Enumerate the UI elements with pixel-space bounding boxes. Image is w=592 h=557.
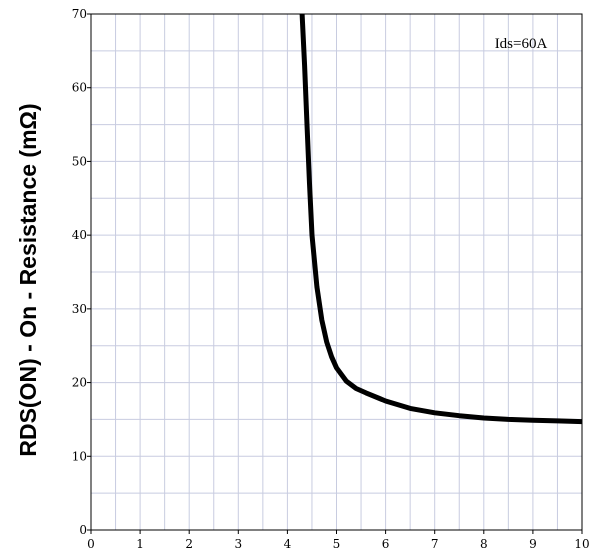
y-tick-label: 30 (72, 302, 87, 316)
y-tick-label: 40 (72, 228, 87, 242)
x-tick-label: 4 (284, 537, 292, 551)
y-tick-label: 50 (72, 154, 87, 168)
y-tick-label: 0 (79, 523, 87, 537)
y-tick-label: 10 (72, 449, 87, 463)
series-line (299, 13, 583, 425)
x-tick-label: 8 (480, 537, 488, 551)
x-tick-label: 1 (136, 537, 144, 551)
x-tick-label: 0 (87, 537, 95, 551)
x-tick-label: 5 (333, 537, 341, 551)
annotation-label: Ids=60A (495, 36, 548, 52)
grid-layer (90, 13, 583, 531)
x-tick-label: 3 (234, 537, 242, 551)
tick-layer: 0 1 2 3 4 5 6 7 8 9 10 0 10 20 30 40 50 60 70 (72, 7, 590, 551)
x-tick-label: 6 (382, 537, 390, 551)
y-axis-label: RDS(ON) - On - Resistance (mΩ) (15, 103, 41, 456)
y-tick-label: 60 (72, 81, 87, 95)
x-tick-label: 10 (574, 537, 589, 551)
x-tick-label: 7 (431, 537, 439, 551)
y-tick-label: 20 (72, 376, 87, 390)
x-tick-label: 2 (185, 537, 193, 551)
x-tick-label: 9 (529, 537, 537, 551)
y-tick-label: 70 (72, 7, 87, 21)
